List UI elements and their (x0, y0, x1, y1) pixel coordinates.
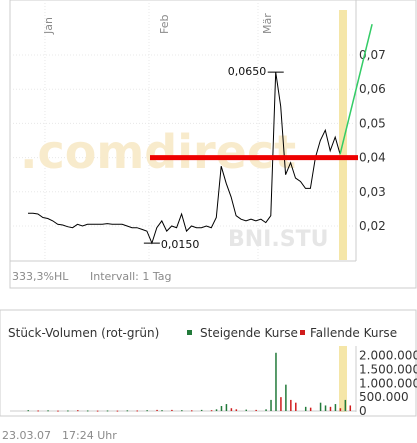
volume-y-tick-label: 1.000.000 (359, 376, 417, 390)
volume-bar (324, 405, 327, 411)
volume-bar (156, 409, 158, 411)
volume-bar (191, 410, 193, 412)
volume-y-tick-label: 1.500.000 (359, 362, 417, 376)
volume-bar (181, 410, 183, 412)
volume-bar (225, 404, 228, 411)
volume-bar (67, 410, 69, 412)
y-tick-label: 0,04 (359, 151, 386, 165)
legend-rising-swatch (187, 330, 192, 335)
volume-bar (285, 384, 287, 411)
volume-bar (220, 406, 223, 411)
volume-bar (339, 408, 342, 411)
volume-bar (215, 409, 218, 411)
volume-bar (309, 407, 312, 411)
watermark: .comdirect BNI.STU (20, 125, 328, 252)
volume-bar (329, 406, 332, 411)
annotation-min: 0,0150 (161, 238, 200, 251)
volume-bar (255, 409, 257, 411)
volume-bar (290, 399, 292, 411)
volume-bar (116, 410, 119, 412)
volume-bar (280, 397, 282, 411)
volume-bar (136, 410, 138, 412)
legend-falling-swatch (300, 330, 305, 335)
volume-bar (96, 410, 99, 412)
volume-bar (210, 410, 213, 412)
volume-day-highlight (339, 346, 347, 412)
volume-bar (344, 399, 347, 411)
volume-bar (200, 409, 203, 411)
timestamp-date: 23.03.07 (2, 429, 51, 442)
timestamp-time: 17:24 Uhr (62, 429, 117, 442)
volume-bar (161, 410, 163, 412)
volume-bar (295, 402, 297, 411)
x-tick-label: Mär (261, 13, 274, 34)
x-tick-label: Jan (42, 17, 55, 35)
volume-bar (106, 410, 109, 412)
interval-label: Intervall: 1 Tag (90, 270, 172, 283)
volume-bar (77, 410, 79, 412)
current-day-highlight (339, 10, 347, 260)
price-line (28, 72, 341, 245)
volume-bar (146, 410, 148, 412)
volume-bar (275, 352, 277, 411)
volume-bar (245, 409, 247, 411)
volume-bar (265, 409, 267, 411)
volume-y-tick-label: 500.000 (359, 390, 409, 404)
scale-label: 333,3%HL (12, 270, 69, 283)
volume-bar (235, 409, 238, 411)
y-tick-label: 0,06 (359, 82, 386, 96)
volume-y-tick-label: 2.000.000 (359, 349, 417, 363)
volume-bar (57, 410, 59, 412)
watermark-symbol: BNI.STU (228, 227, 328, 252)
volume-bar (171, 409, 173, 411)
trend-line-green (339, 24, 373, 155)
volume-bar (270, 399, 272, 411)
volume-bar (37, 410, 39, 412)
volume-bar (126, 410, 129, 412)
price-panel-border (9, 0, 417, 289)
volume-bar (230, 408, 233, 411)
volume-bar (304, 406, 307, 411)
y-tick-label: 0,02 (359, 219, 386, 233)
volume-bar (27, 410, 29, 412)
volume-y-tick-label: 0 (359, 404, 367, 418)
watermark-brand: .comdirect (20, 125, 296, 179)
volume-bar (47, 410, 49, 412)
y-tick-label: 0,05 (359, 116, 386, 130)
legend-rising-label: Steigende Kurse (200, 326, 298, 340)
volume-title: Stück-Volumen (rot-grün) (8, 326, 159, 340)
y-tick-label: 0,03 (359, 185, 386, 199)
volume-bar (86, 410, 89, 412)
volume-bar (319, 402, 322, 411)
legend-falling-label: Fallende Kurse (310, 326, 397, 340)
annotation-max: 0,0650 (228, 65, 267, 78)
volume-bar (349, 405, 352, 411)
x-tick-label: Feb (158, 15, 171, 34)
volume-bar (334, 404, 337, 411)
